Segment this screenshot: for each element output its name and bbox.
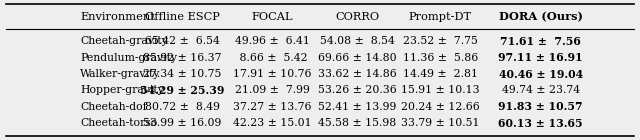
Text: 71.61 ±  7.56: 71.61 ± 7.56 xyxy=(500,36,581,47)
Text: 97.11 ± 16.91: 97.11 ± 16.91 xyxy=(499,52,583,63)
Text: 40.46 ± 19.04: 40.46 ± 19.04 xyxy=(499,69,583,80)
Text: 53.99 ± 16.09: 53.99 ± 16.09 xyxy=(143,118,221,128)
Text: 49.96 ±  6.41: 49.96 ± 6.41 xyxy=(235,36,309,46)
Text: 85.92 ± 16.37: 85.92 ± 16.37 xyxy=(143,53,221,63)
Text: 20.24 ± 12.66: 20.24 ± 12.66 xyxy=(401,102,480,112)
Text: 65.42 ±  6.54: 65.42 ± 6.54 xyxy=(145,36,220,46)
Text: 69.66 ± 14.80: 69.66 ± 14.80 xyxy=(318,53,396,63)
Text: Hopper-gravity: Hopper-gravity xyxy=(80,85,164,95)
Text: 14.49 ±  2.81: 14.49 ± 2.81 xyxy=(403,69,478,79)
Text: 42.23 ± 15.01: 42.23 ± 15.01 xyxy=(233,118,311,128)
Text: FOCAL: FOCAL xyxy=(252,12,292,22)
Text: 45.58 ± 15.98: 45.58 ± 15.98 xyxy=(318,118,396,128)
Text: Offline ESCP: Offline ESCP xyxy=(145,12,220,22)
Text: 60.13 ± 13.65: 60.13 ± 13.65 xyxy=(499,118,583,129)
Text: Environment: Environment xyxy=(80,12,155,22)
Text: 33.62 ± 14.86: 33.62 ± 14.86 xyxy=(317,69,397,79)
Text: 33.79 ± 10.51: 33.79 ± 10.51 xyxy=(401,118,479,128)
Text: 15.91 ± 10.13: 15.91 ± 10.13 xyxy=(401,85,479,95)
Text: DORA (Ours): DORA (Ours) xyxy=(499,11,583,22)
Text: Prompt-DT: Prompt-DT xyxy=(409,12,472,22)
Text: 54.29 ± 25.39: 54.29 ± 25.39 xyxy=(140,85,225,96)
Text: 21.09 ±  7.99: 21.09 ± 7.99 xyxy=(235,85,309,95)
Text: 11.36 ±  5.86: 11.36 ± 5.86 xyxy=(403,53,478,63)
Text: 37.27 ± 13.76: 37.27 ± 13.76 xyxy=(233,102,311,112)
Text: 8.66 ±  5.42: 8.66 ± 5.42 xyxy=(236,53,308,63)
Text: Cheetah-dof: Cheetah-dof xyxy=(80,102,147,112)
Text: 54.08 ±  8.54: 54.08 ± 8.54 xyxy=(320,36,394,46)
Text: Walker-gravity: Walker-gravity xyxy=(80,69,161,79)
Text: 23.52 ±  7.75: 23.52 ± 7.75 xyxy=(403,36,477,46)
Text: Pendulum-gravity: Pendulum-gravity xyxy=(80,53,177,63)
Text: 91.83 ± 10.57: 91.83 ± 10.57 xyxy=(499,101,583,112)
Text: 52.41 ± 13.99: 52.41 ± 13.99 xyxy=(318,102,396,112)
Text: 49.74 ± 23.74: 49.74 ± 23.74 xyxy=(502,85,580,95)
Text: Cheetah-torso: Cheetah-torso xyxy=(80,118,157,128)
Text: Cheetah-gravity: Cheetah-gravity xyxy=(80,36,168,46)
Text: 80.72 ±  8.49: 80.72 ± 8.49 xyxy=(145,102,220,112)
Text: 53.26 ± 20.36: 53.26 ± 20.36 xyxy=(317,85,397,95)
Text: 27.34 ± 10.75: 27.34 ± 10.75 xyxy=(143,69,221,79)
Text: CORRO: CORRO xyxy=(335,12,379,22)
Text: 17.91 ± 10.76: 17.91 ± 10.76 xyxy=(233,69,311,79)
